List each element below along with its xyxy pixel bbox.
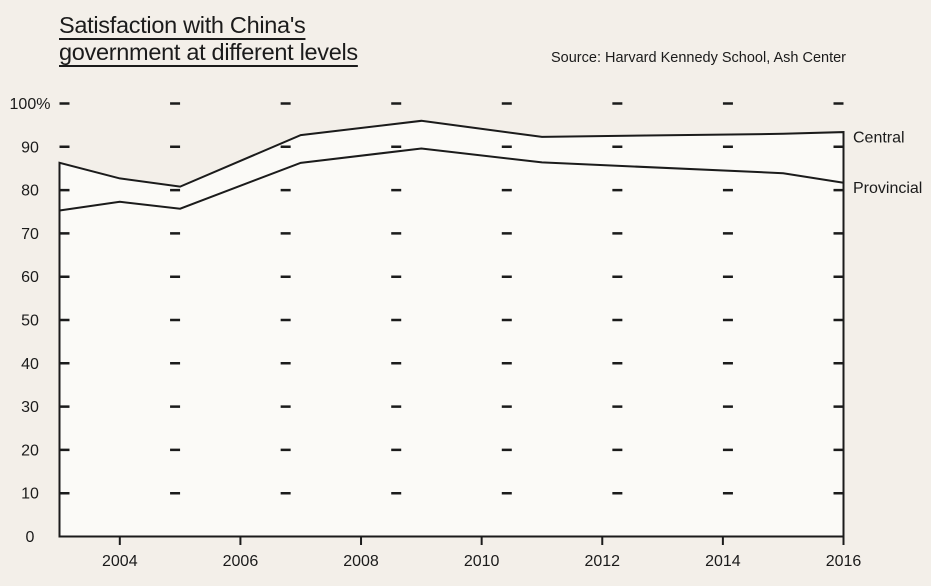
chart-title-line2: government at different levels: [59, 38, 358, 65]
y-axis-label-50: 50: [21, 313, 39, 330]
y-axis-label-60: 60: [21, 269, 39, 286]
provincial-line: [59, 147, 844, 212]
series-label-provincial: Provincial: [853, 180, 922, 197]
y-axis-label-0: 0: [26, 529, 35, 546]
series-label-central: Central: [853, 130, 905, 147]
y-axis-label-70: 70: [21, 226, 39, 243]
x-axis-label-2014: 2014: [705, 553, 741, 570]
chart-title: Satisfaction with China's government at …: [59, 12, 358, 65]
y-axis-label-20: 20: [21, 442, 39, 459]
x-axis-label-2004: 2004: [102, 553, 138, 570]
y-axis-label-10: 10: [21, 486, 39, 503]
y-axis-label-100: 100%: [10, 96, 51, 113]
x-axis-label-2008: 2008: [343, 553, 379, 570]
y-axis-label-40: 40: [21, 356, 39, 373]
y-axis-label-90: 90: [21, 139, 39, 156]
x-axis-label-2010: 2010: [464, 553, 500, 570]
central-series-area: [58, 119, 845, 538]
chart-title-line1: Satisfaction with China's: [59, 12, 306, 38]
x-axis-label-2006: 2006: [223, 553, 259, 570]
source-credit: Source: Harvard Kennedy School, Ash Cent…: [551, 50, 846, 66]
y-axis-label-80: 80: [21, 183, 39, 200]
y-axis-label-30: 30: [21, 399, 39, 416]
x-axis-label-2012: 2012: [584, 553, 620, 570]
x-axis-label-2016: 2016: [826, 553, 862, 570]
